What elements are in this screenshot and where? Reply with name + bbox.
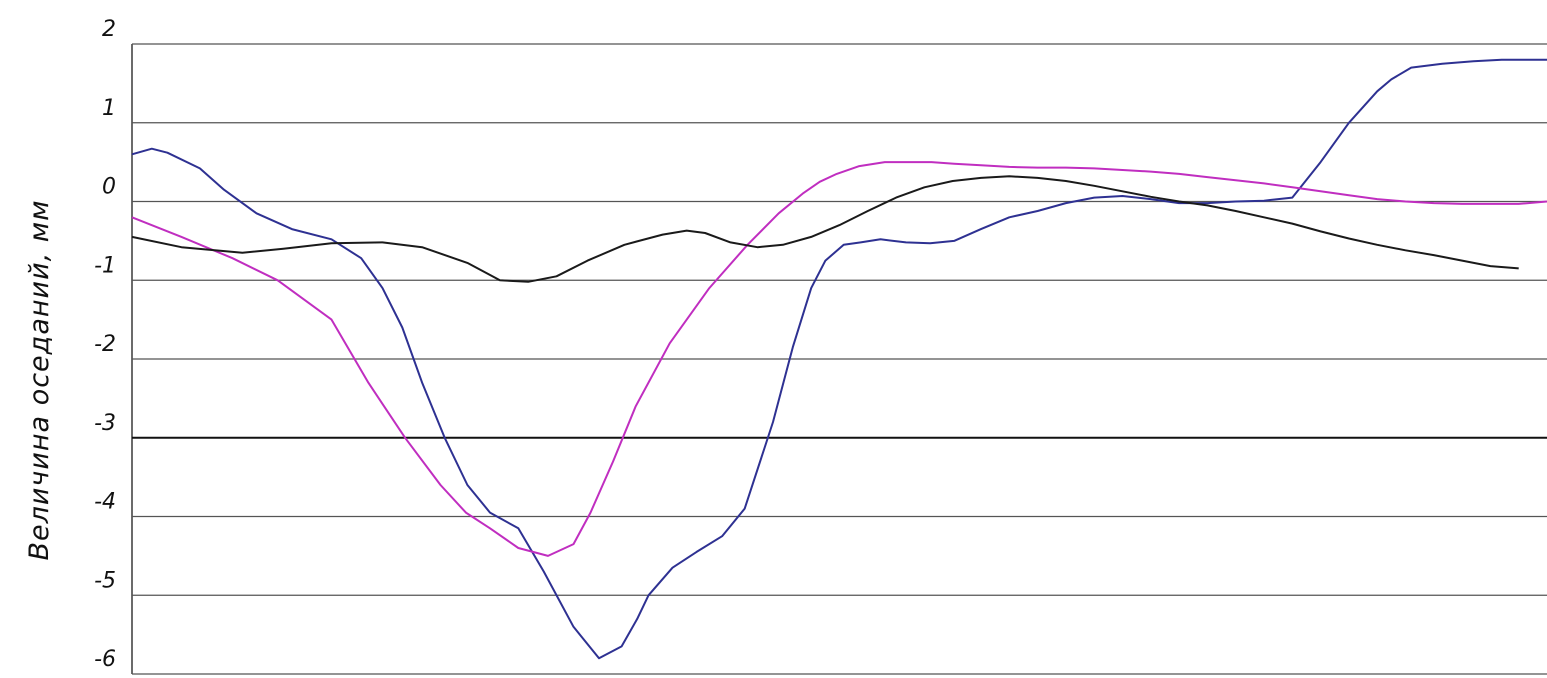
y-tick-label: -4 — [94, 490, 116, 515]
y-tick-label: 2 — [102, 17, 116, 42]
y-tick-label: -2 — [94, 332, 116, 357]
y-tick-label: -5 — [94, 568, 116, 593]
series-lines — [131, 58, 1547, 660]
series-line-2 — [131, 161, 1547, 557]
y-tick-label: -6 — [94, 647, 116, 672]
y-tick-label: -1 — [94, 253, 116, 278]
y-tick-label: -3 — [94, 411, 116, 436]
series-line-3 — [131, 175, 1519, 283]
y-tick-label: 1 — [102, 96, 116, 121]
y-axis-tick-labels: 2 1 0 -1 -2 -3 -4 -5 -6 — [94, 17, 116, 672]
y-tick-label: 0 — [102, 175, 116, 200]
gridlines — [131, 43, 1547, 675]
y-axis-label: Величина оседаний, мм — [24, 199, 55, 560]
series-line-1 — [131, 58, 1547, 660]
